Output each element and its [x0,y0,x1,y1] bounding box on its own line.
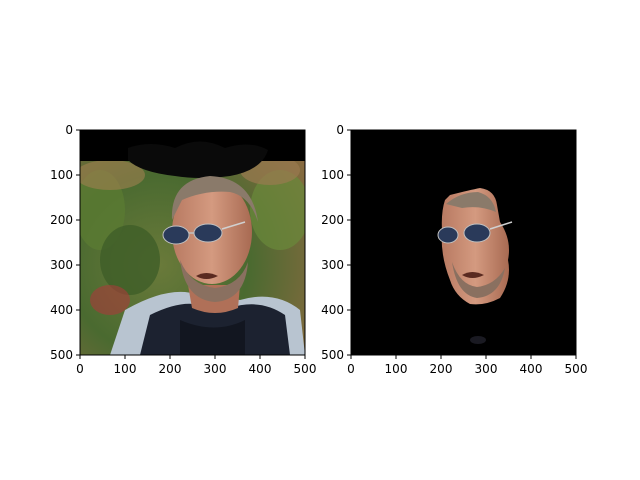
left-xtick-label: 0 [76,362,84,376]
masked-image [351,130,576,355]
left-ytick-label: 400 [50,303,73,317]
right-xtick-label: 400 [520,362,543,376]
right-ytick-label: 100 [321,168,344,182]
original-image [80,130,305,355]
right-axes-frame [350,129,577,356]
left-xtick-label: 500 [294,362,317,376]
right-ytick-label: 0 [336,123,344,137]
left-xtick-label: 100 [114,362,137,376]
left-ytick-label: 500 [50,348,73,362]
right-ytick-label: 500 [321,348,344,362]
right-xtick-label: 200 [430,362,453,376]
left-ytick-label: 300 [50,258,73,272]
right-xtick-label: 0 [347,362,355,376]
left-axes-frame [79,129,306,356]
right-xtick-label: 500 [565,362,588,376]
left-xtick-label: 400 [249,362,272,376]
left-ytick-label: 200 [50,213,73,227]
right-ytick-label: 300 [321,258,344,272]
right-ytick-label: 400 [321,303,344,317]
left-xtick-label: 300 [204,362,227,376]
right-ytick-label: 200 [321,213,344,227]
left-xtick-label: 200 [159,362,182,376]
right-xtick-label: 100 [385,362,408,376]
left-ytick-label: 100 [50,168,73,182]
left-ytick-label: 0 [65,123,73,137]
right-xtick-label: 300 [475,362,498,376]
